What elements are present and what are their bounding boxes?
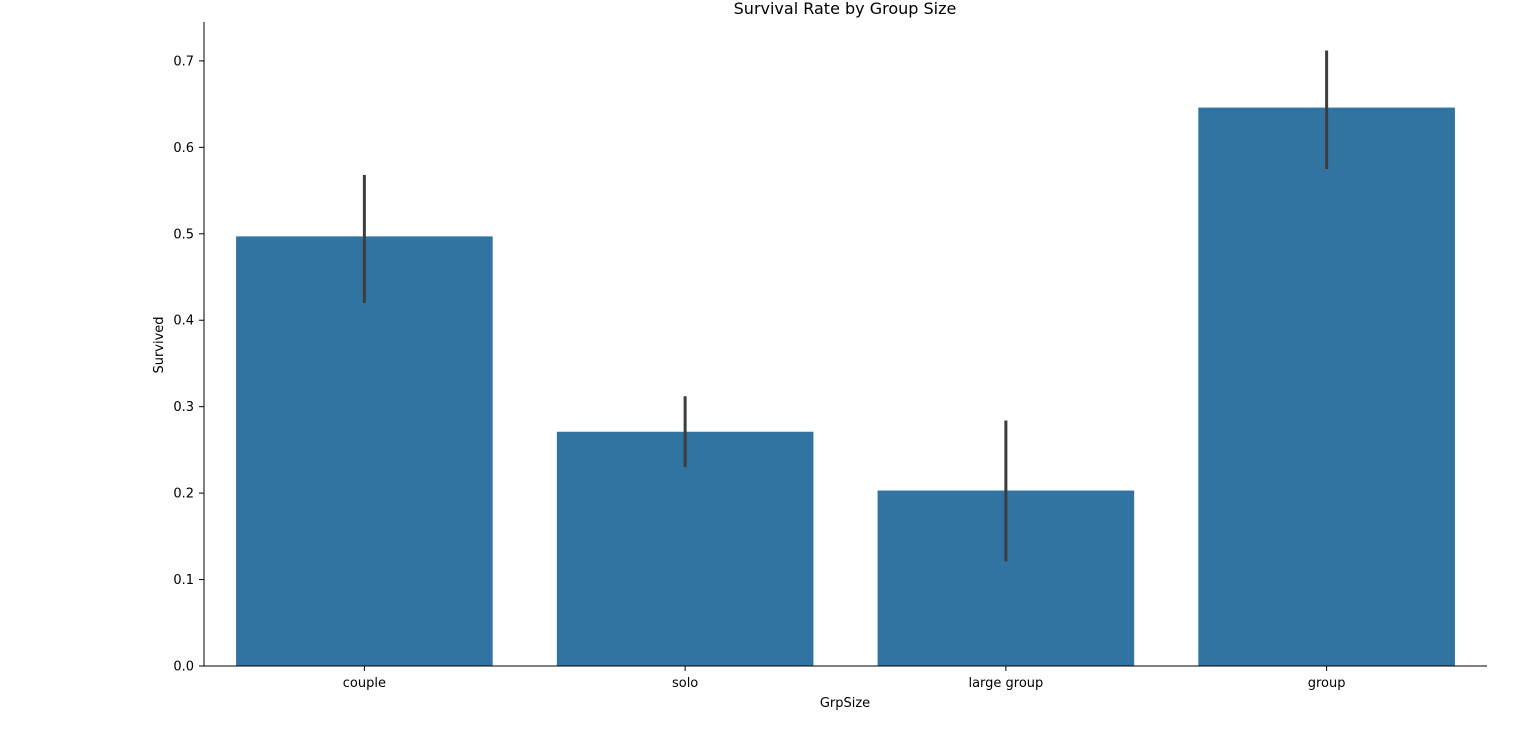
x-tick-label: couple: [343, 676, 386, 691]
error-bars-layer: [362, 50, 1329, 562]
bar-solo: [556, 431, 814, 666]
x-axis-title: GrpSize: [820, 696, 870, 711]
y-tick-label: 0.6: [173, 141, 194, 156]
y-tick-label: 0.7: [173, 54, 194, 69]
x-tick-label: solo: [672, 676, 698, 691]
y-tick-label: 0.5: [173, 227, 194, 242]
y-axis-title: Survived: [152, 316, 167, 373]
y-ticks: 0.0 0.1 0.2 0.3 0.4 0.5 0.6 0.7: [173, 54, 204, 675]
y-tick-label: 0.1: [173, 573, 194, 588]
y-tick-label: 0.0: [173, 660, 194, 675]
bar-group: [1198, 107, 1455, 667]
y-tick-label: 0.2: [173, 487, 194, 502]
y-tick-label: 0.3: [173, 400, 194, 415]
bars-layer: [236, 107, 1455, 667]
y-tick-label: 0.4: [173, 314, 194, 329]
x-ticks: couple solo large group group: [343, 666, 1346, 691]
chart-title: Survival Rate by Group Size: [734, 0, 957, 18]
x-tick-label: large group: [968, 676, 1043, 691]
bar-couple: [236, 236, 493, 666]
x-tick-label: group: [1308, 676, 1346, 691]
